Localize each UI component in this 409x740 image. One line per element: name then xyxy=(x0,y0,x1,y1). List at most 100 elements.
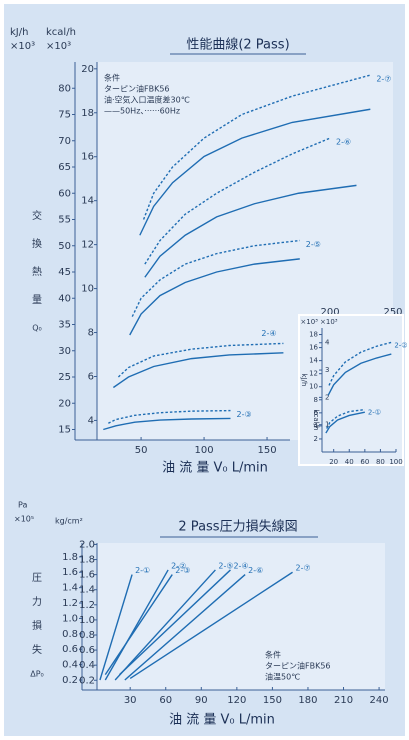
y-tick-label: 1.4 xyxy=(62,583,78,594)
curve xyxy=(129,258,300,336)
y2-tick-label: 20 xyxy=(81,64,94,75)
legend-text: ターピン油FBK56 xyxy=(104,84,170,94)
curve xyxy=(112,352,284,389)
x-tick-label: 100 xyxy=(195,445,214,456)
inset-y2-unit: kcal/h xyxy=(312,410,320,431)
x-tick-label: 30 xyxy=(124,695,137,706)
x-tick-label: 150 xyxy=(263,695,282,706)
x-tick-label: 180 xyxy=(298,695,317,706)
series-label: 2-⑦ xyxy=(376,75,391,84)
y-axis-label: 交 xyxy=(32,209,42,222)
series-label: 2-⑥ xyxy=(336,138,351,147)
curve xyxy=(129,571,293,680)
y-tick-label: 15 xyxy=(58,425,71,436)
y2-tick-label: 0.2 xyxy=(79,675,95,686)
x-tick-label: 80 xyxy=(376,458,385,466)
series-label: 2-② xyxy=(171,561,186,570)
inset-y2-scale: ×10³ xyxy=(320,318,338,326)
y2-tick-label: 0.8 xyxy=(79,630,95,641)
y-tick-label: 25 xyxy=(58,372,71,383)
x-tick-label: 210 xyxy=(334,695,353,706)
y-axis-label: 失 xyxy=(32,643,42,656)
y-unit: kJ/h xyxy=(10,27,28,38)
curve xyxy=(327,353,392,396)
curve xyxy=(124,574,246,681)
y-tick-label: 75 xyxy=(58,110,71,121)
legend-text: 油温50℃ xyxy=(265,672,300,682)
y-axis-label: Q₀ xyxy=(32,324,42,333)
y-tick-label: 60 xyxy=(58,188,71,199)
y2-tick-label: 1.8 xyxy=(79,555,95,566)
y-scale: ×10³ xyxy=(10,41,35,52)
y-tick-label: 20 xyxy=(58,398,71,409)
y2-unit: kcal/h xyxy=(46,27,76,38)
series-label: 2-② xyxy=(394,341,407,349)
curve xyxy=(142,74,371,220)
y-tick-label: 80 xyxy=(58,83,71,94)
y-tick-label: 40 xyxy=(58,293,71,304)
x-tick-label: 200 xyxy=(320,307,339,318)
y-axis-label: 換 xyxy=(32,238,42,250)
curve xyxy=(139,108,371,236)
y2-tick-label: 4 xyxy=(325,339,330,347)
y-tick-label: 45 xyxy=(58,267,71,278)
curve xyxy=(131,239,300,317)
series-label: 2-⑦ xyxy=(296,564,311,573)
y-tick-label: 1.8 xyxy=(62,552,78,563)
x-tick-label: 40 xyxy=(345,458,354,466)
y-tick-label: 70 xyxy=(58,136,71,147)
y2-tick-label: 1.0 xyxy=(79,615,95,626)
inset-panel xyxy=(298,314,404,466)
y2-tick-label: 0.6 xyxy=(79,645,95,656)
y-scale: ×10⁵ xyxy=(14,515,34,524)
y-tick-label: 6 xyxy=(314,409,319,417)
series-label: 2-⑥ xyxy=(248,566,263,575)
y2-tick-label: 1.6 xyxy=(79,570,95,581)
y-axis-label: ΔP₀ xyxy=(30,670,44,679)
y-axis-label: 力 xyxy=(32,595,42,608)
legend-text: ターピン油FBK56 xyxy=(265,661,331,671)
y2-tick-label: 8 xyxy=(88,328,94,339)
y2-tick-label: 1 xyxy=(325,421,329,429)
curve xyxy=(144,184,357,278)
inset-y-scale: ×10³ xyxy=(300,318,318,326)
x-tick-label: 250 xyxy=(383,307,402,318)
y-tick-label: 14 xyxy=(309,357,318,365)
curve xyxy=(103,417,231,431)
y2-tick-label: 4 xyxy=(88,415,94,426)
curve xyxy=(114,569,216,681)
curve xyxy=(119,569,231,676)
y-tick-label: 35 xyxy=(58,320,71,331)
y-axis-label: 圧 xyxy=(32,573,42,584)
y-tick-label: 1.2 xyxy=(62,598,78,609)
curve xyxy=(325,411,365,434)
x-axis-label: 油 流 量 V₀ L/min xyxy=(162,461,268,476)
y-tick-label: 65 xyxy=(58,162,71,173)
y2-unit: kg/cm² xyxy=(55,517,83,526)
curve xyxy=(99,574,133,681)
y2-tick-label: 12 xyxy=(81,240,94,251)
y-tick-label: 8 xyxy=(314,396,318,404)
x-tick-label: 100 xyxy=(389,458,402,466)
series-label: 2-⑤ xyxy=(306,240,321,249)
y-tick-label: 16 xyxy=(309,344,318,352)
curve xyxy=(144,137,331,265)
y2-tick-label: 2.0 xyxy=(79,539,95,550)
legend-text: 条件 xyxy=(104,73,120,83)
y2-tick-label: 14 xyxy=(81,196,94,207)
curve xyxy=(328,341,392,386)
y-tick-label: 1.6 xyxy=(62,567,78,578)
x-tick-label: 240 xyxy=(370,695,389,706)
series-label: 2-④ xyxy=(233,561,248,570)
inset-y-unit: kJ/h xyxy=(300,374,308,387)
y-tick-label: 4 xyxy=(314,422,319,430)
legend-text: 条件 xyxy=(265,650,281,660)
y2-tick-label: 18 xyxy=(81,108,94,119)
y2-tick-label: 0.4 xyxy=(79,660,95,671)
y-tick-label: 2 xyxy=(314,435,318,443)
x-axis-label: 油 流 量 V₀ L/min xyxy=(169,713,275,728)
x-tick-label: 90 xyxy=(195,695,208,706)
y-tick-label: 0.2 xyxy=(62,675,78,686)
y-axis-label: 量 xyxy=(32,294,42,306)
y-tick-label: 50 xyxy=(58,241,71,252)
